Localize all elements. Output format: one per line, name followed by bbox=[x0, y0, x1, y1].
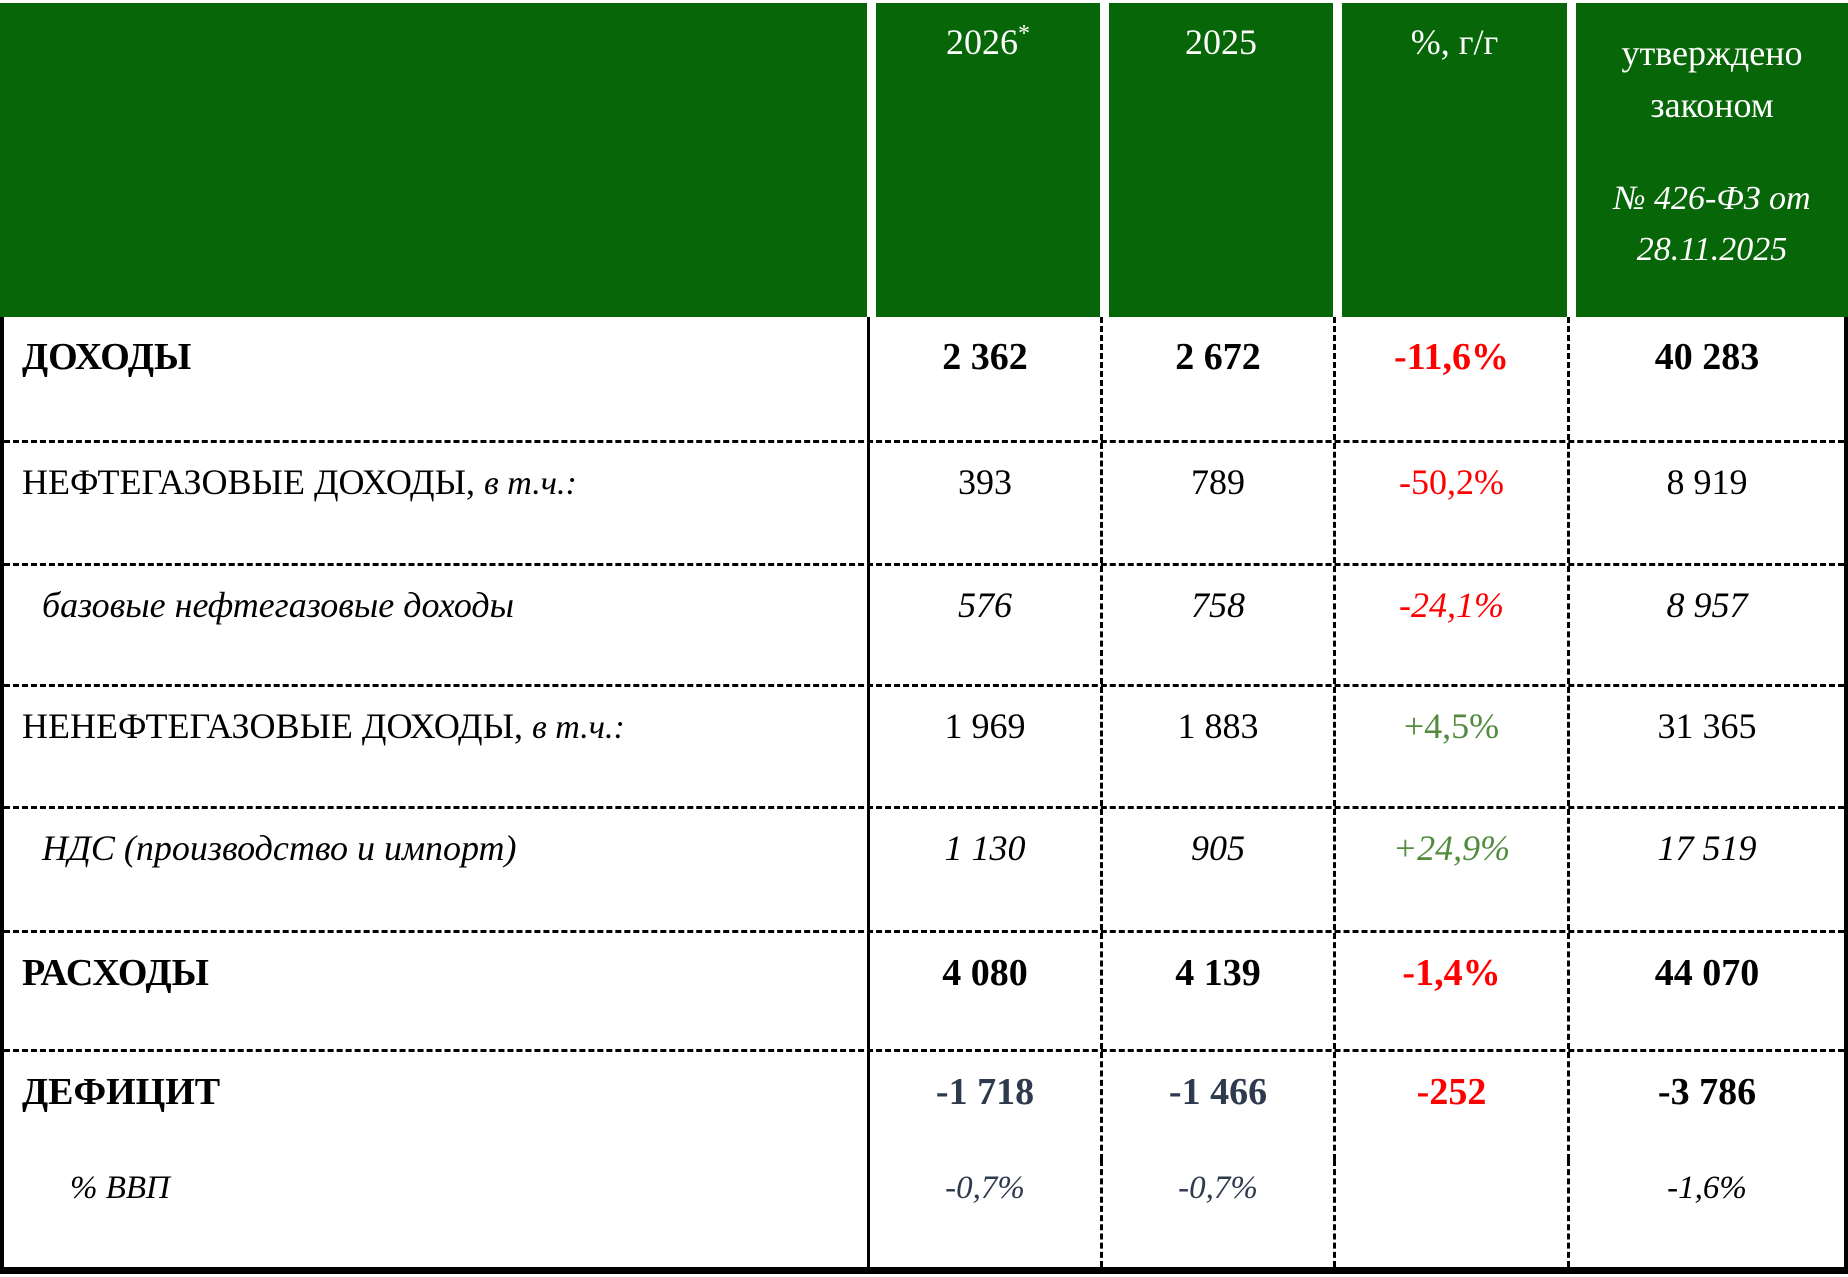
header-law-reference: № 426-ФЗ от 28.11.2025 bbox=[1613, 180, 1811, 269]
value-law: 31 365 bbox=[1567, 687, 1844, 806]
table-row-expenditures: РАСХОДЫ 4 080 4 139 -1,4% 44 070 bbox=[4, 930, 1844, 1049]
value-2026: 393 bbox=[867, 443, 1100, 563]
value-law: 8 919 bbox=[1567, 443, 1844, 563]
value-2025: -1 466 bbox=[1100, 1052, 1333, 1160]
value-yoy: -50,2% bbox=[1333, 443, 1567, 563]
table-row-oil-gas-revenues: НЕФТЕГАЗОВЫЕ ДОХОДЫ, в т.ч.: 393 789 -50… bbox=[4, 440, 1844, 563]
table-row-deficit: ДЕФИЦИТ -1 718 -1 466 -252 -3 786 bbox=[4, 1049, 1844, 1160]
value-2025: 905 bbox=[1100, 809, 1333, 930]
table-row-revenues: ДОХОДЫ 2 362 2 672 -11,6% 40 283 bbox=[4, 317, 1844, 440]
value-2026: 2 362 bbox=[867, 317, 1100, 440]
value-2026: 576 bbox=[867, 566, 1100, 684]
value-2026: -0,7% bbox=[867, 1160, 1100, 1267]
table-row-percent-gdp: % ВВП -0,7% -0,7% -1,6% bbox=[4, 1160, 1844, 1267]
value-law: 44 070 bbox=[1567, 933, 1844, 1049]
table-row-vat: НДС (производство и импорт) 1 130 905 +2… bbox=[4, 806, 1844, 930]
table-row-base-oil-gas-revenues: базовые нефтегазовые доходы 576 758 -24,… bbox=[4, 563, 1844, 684]
header-col-empty bbox=[0, 3, 867, 317]
value-yoy: -1,4% bbox=[1333, 933, 1567, 1049]
value-law: -1,6% bbox=[1567, 1160, 1844, 1267]
value-yoy bbox=[1333, 1160, 1567, 1267]
value-2025: 758 bbox=[1100, 566, 1333, 684]
footnote-asterisk: * bbox=[1018, 21, 1030, 47]
value-2026: 1 969 bbox=[867, 687, 1100, 806]
budget-table-slide: 2026* 2025 %, г/г утверждено законом № 4… bbox=[0, 3, 1848, 1277]
row-label: РАСХОДЫ bbox=[22, 952, 209, 994]
value-law: 8 957 bbox=[1567, 566, 1844, 684]
table-body: ДОХОДЫ 2 362 2 672 -11,6% 40 283 НЕФТЕГА… bbox=[0, 317, 1848, 1274]
value-law: -3 786 bbox=[1567, 1052, 1844, 1160]
value-yoy: +24,9% bbox=[1333, 809, 1567, 930]
value-2026: 4 080 bbox=[867, 933, 1100, 1049]
header-2026-label: 2026 bbox=[946, 22, 1018, 62]
header-yoy-label: %, г/г bbox=[1410, 22, 1499, 62]
value-yoy: -252 bbox=[1333, 1052, 1567, 1160]
row-label: % ВВП bbox=[70, 1170, 170, 1206]
row-label: ДЕФИЦИТ bbox=[22, 1071, 221, 1113]
value-yoy: -24,1% bbox=[1333, 566, 1567, 684]
row-label-suffix: в т.ч.: bbox=[532, 709, 625, 746]
value-yoy: -11,6% bbox=[1333, 317, 1567, 440]
header-col-2025: 2025 bbox=[1100, 3, 1333, 317]
value-2025: -0,7% bbox=[1100, 1160, 1333, 1267]
value-2026: -1 718 bbox=[867, 1052, 1100, 1160]
value-2025: 4 139 bbox=[1100, 933, 1333, 1049]
header-law-title: утверждено законом bbox=[1621, 33, 1803, 126]
value-2025: 1 883 bbox=[1100, 687, 1333, 806]
row-label: базовые нефтегазовые доходы bbox=[42, 585, 514, 625]
value-law: 40 283 bbox=[1567, 317, 1844, 440]
value-yoy: +4,5% bbox=[1333, 687, 1567, 806]
row-label: НДС (производство и импорт) bbox=[42, 828, 517, 868]
header-col-2026: 2026* bbox=[867, 3, 1100, 317]
header-col-law: утверждено законом № 426-ФЗ от 28.11.202… bbox=[1567, 3, 1848, 317]
value-law: 17 519 bbox=[1567, 809, 1844, 930]
row-label: ДОХОДЫ bbox=[22, 336, 192, 378]
row-label-suffix: в т.ч.: bbox=[484, 465, 577, 502]
header-2025-label: 2025 bbox=[1185, 22, 1257, 62]
value-2026: 1 130 bbox=[867, 809, 1100, 930]
table-header: 2026* 2025 %, г/г утверждено законом № 4… bbox=[0, 3, 1848, 317]
value-2025: 2 672 bbox=[1100, 317, 1333, 440]
table-row-non-oil-gas-revenues: НЕНЕФТЕГАЗОВЫЕ ДОХОДЫ, в т.ч.: 1 969 1 8… bbox=[4, 684, 1844, 806]
value-2025: 789 bbox=[1100, 443, 1333, 563]
row-label: НЕНЕФТЕГАЗОВЫЕ ДОХОДЫ, в т.ч.: bbox=[22, 706, 625, 746]
header-col-yoy: %, г/г bbox=[1333, 3, 1567, 317]
row-label: НЕФТЕГАЗОВЫЕ ДОХОДЫ, в т.ч.: bbox=[22, 462, 577, 502]
